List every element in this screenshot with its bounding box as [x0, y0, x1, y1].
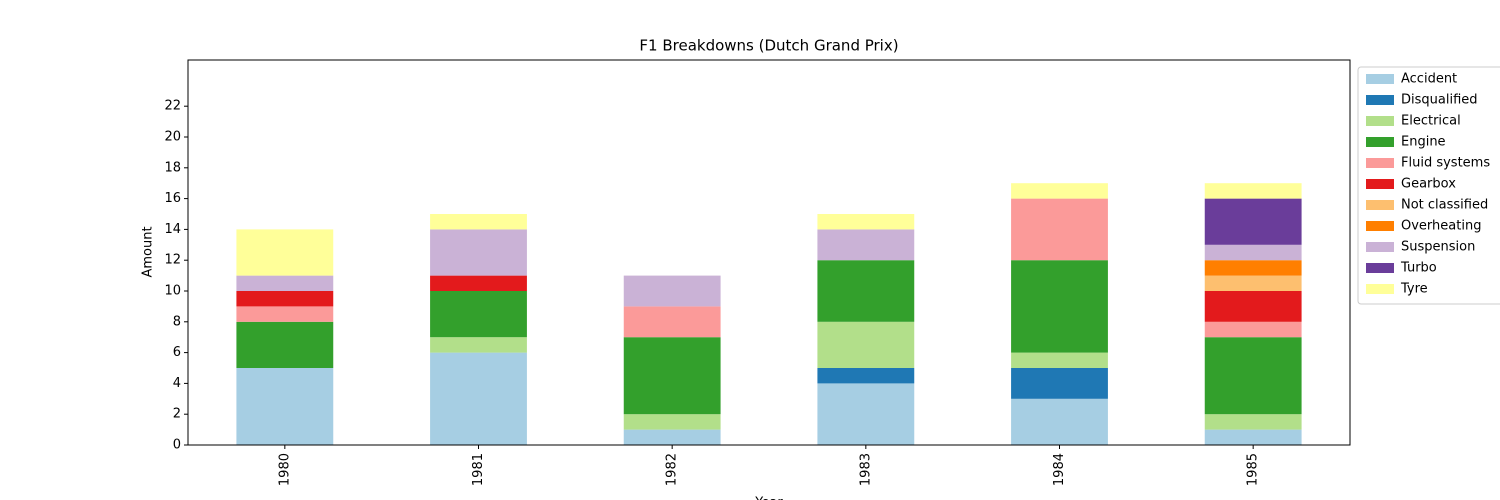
legend-swatch — [1366, 179, 1394, 189]
bar-segment — [1204, 183, 1302, 199]
y-tick-label: 6 — [173, 345, 181, 360]
legend-label: Electrical — [1401, 114, 1461, 129]
bar-segment — [1204, 429, 1302, 445]
bar-segment — [623, 306, 721, 338]
x-tick-label: 1980 — [277, 453, 292, 486]
bar-segment — [1204, 275, 1302, 291]
x-tick-label: 1985 — [1246, 453, 1261, 486]
bar-segment — [1011, 368, 1108, 399]
bar-segment — [430, 214, 527, 230]
legend-swatch — [1366, 242, 1394, 252]
legend-swatch — [1366, 200, 1394, 210]
bar-segment — [623, 337, 721, 415]
bar-segment — [1204, 260, 1302, 276]
legend-label: Gearbox — [1401, 177, 1456, 192]
bar-segment — [1204, 321, 1302, 338]
bar-segment — [430, 337, 527, 353]
plot-frame — [187, 59, 1351, 446]
legend-swatch — [1366, 95, 1394, 105]
legend-swatch — [1366, 221, 1394, 231]
legend-swatch — [1366, 137, 1394, 147]
bar-segment — [430, 352, 527, 445]
legend-swatch — [1366, 116, 1394, 126]
bar-segment — [1011, 352, 1108, 368]
x-tick-label: 1984 — [1052, 453, 1067, 486]
bar-segment — [430, 275, 527, 291]
legend-swatch — [1366, 74, 1394, 84]
y-tick-label: 8 — [173, 314, 181, 329]
bar-segment — [817, 383, 915, 445]
legend-label: Tyre — [1400, 282, 1428, 297]
y-tick-label: 10 — [164, 284, 181, 299]
y-tick-label: 14 — [164, 222, 181, 237]
bar-segment — [1204, 291, 1302, 322]
legend-swatch — [1366, 263, 1394, 273]
bar-segment — [623, 275, 721, 307]
y-axis-label: Amount — [141, 226, 156, 277]
bar-segment — [236, 291, 334, 307]
legend-label: Engine — [1401, 135, 1446, 150]
legend-swatch — [1366, 158, 1394, 168]
bar-segment — [817, 229, 915, 261]
bar-segment — [1011, 198, 1108, 261]
bar-segment — [817, 321, 915, 368]
legend-label: Not classified — [1401, 198, 1488, 213]
x-axis-label: Year — [754, 496, 783, 500]
y-tick-label: 20 — [164, 130, 181, 145]
bar-segment — [1204, 244, 1302, 261]
bar-segment — [236, 229, 334, 276]
y-tick-label: 12 — [164, 253, 181, 268]
bar-segment — [1204, 198, 1302, 245]
y-tick-label: 22 — [164, 99, 181, 114]
bar-segment — [623, 414, 721, 430]
bar-segment — [817, 368, 915, 384]
bar-segment — [817, 260, 915, 322]
legend-label: Turbo — [1400, 261, 1437, 276]
bar-segment — [817, 214, 915, 230]
bar-segment — [623, 429, 721, 445]
x-tick-label: 1983 — [858, 453, 873, 486]
legend-label: Fluid systems — [1401, 156, 1490, 171]
y-tick-label: 4 — [173, 376, 181, 391]
y-tick-label: 0 — [173, 438, 181, 453]
legend-label: Accident — [1401, 72, 1457, 87]
legend-swatch — [1366, 284, 1394, 294]
bar-segment — [236, 321, 334, 368]
bar-segment — [430, 291, 527, 338]
bar-segment — [1204, 337, 1302, 415]
bar-segment — [236, 306, 334, 322]
y-tick-label: 18 — [164, 160, 181, 175]
bar-segment — [1011, 260, 1108, 353]
x-tick-label: 1982 — [665, 453, 680, 486]
bar-segment — [236, 368, 334, 445]
legend-label: Overheating — [1401, 219, 1481, 234]
y-tick-label: 2 — [173, 407, 181, 422]
bar-segment — [236, 275, 334, 291]
x-tick-label: 1981 — [471, 453, 486, 486]
legend-label: Suspension — [1401, 240, 1475, 255]
legend-label: Disqualified — [1401, 93, 1478, 108]
bar-segment — [1011, 398, 1108, 445]
bar-segment — [1011, 183, 1108, 199]
chart-title: F1 Breakdowns (Dutch Grand Prix) — [639, 37, 898, 55]
y-tick-label: 16 — [164, 191, 181, 206]
bar-segment — [1204, 414, 1302, 430]
bar-segment — [430, 229, 527, 276]
